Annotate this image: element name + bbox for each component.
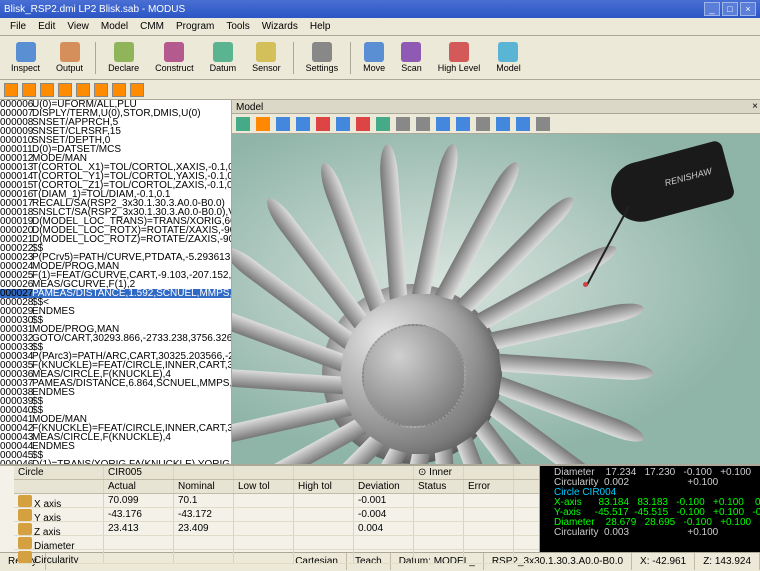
grid-row[interactable]: Y axis-43.176-43.172-0.004	[14, 508, 539, 522]
playback-button-2[interactable]	[40, 83, 54, 97]
menu-view[interactable]: View	[61, 21, 95, 32]
sensor-icon	[256, 42, 276, 62]
status-x: X: -42.961	[632, 553, 695, 570]
model-pane-close-icon[interactable]: ×	[752, 100, 758, 114]
view-button-2[interactable]	[276, 117, 290, 131]
high-level-icon	[449, 42, 469, 62]
view-button-9[interactable]	[416, 117, 430, 131]
results-grid-pane: Grid Circle CIR005 ⊙ Inner ActualNominal…	[0, 466, 540, 552]
grid-header-cell: Error	[464, 480, 514, 493]
view-button-11[interactable]	[456, 117, 470, 131]
menu-cmm[interactable]: CMM	[134, 21, 170, 32]
view-button-7[interactable]	[376, 117, 390, 131]
view-button-0[interactable]	[236, 117, 250, 131]
playback-button-1[interactable]	[22, 83, 36, 97]
output-line: Circularity 0.003 +0.100	[554, 528, 756, 538]
dmis-code-listing[interactable]: 000006U(0)=UFORM/ALL,PLU000007DISPLY/TER…	[0, 100, 231, 464]
title-bar: Blisk_RSP2.dmi LP2 Blisk.sab - MODUS _ □…	[0, 0, 760, 18]
grid-feature-name: CIR005	[104, 466, 174, 479]
status-z: Z: 143.924	[695, 553, 760, 570]
grid-row[interactable]: Diameter	[14, 536, 539, 550]
playback-button-0[interactable]	[4, 83, 18, 97]
view-button-6[interactable]	[356, 117, 370, 131]
model-pane: Model × RENISHAW	[232, 100, 760, 464]
menu-model[interactable]: Model	[95, 21, 134, 32]
toolbar-scan[interactable]: Scan	[394, 39, 429, 76]
toolbar-settings[interactable]: Settings	[299, 39, 346, 76]
grid-inner-label: ⊙ Inner	[414, 466, 464, 479]
toolbar-move[interactable]: Move	[356, 39, 392, 76]
move-icon	[364, 42, 384, 62]
datum-icon	[213, 42, 233, 62]
menu-wizards[interactable]: Wizards	[256, 21, 304, 32]
menu-help[interactable]: Help	[304, 21, 337, 32]
menu-program[interactable]: Program	[170, 21, 220, 32]
inspect-icon	[16, 42, 36, 62]
view-button-10[interactable]	[436, 117, 450, 131]
playback-button-7[interactable]	[130, 83, 144, 97]
output-pane: Output Diameter 17.234 17.230 -0.100 +0.…	[540, 466, 760, 552]
toolbar-construct[interactable]: Construct	[148, 39, 201, 76]
code-pane: 000006U(0)=UFORM/ALL,PLU000007DISPLY/TER…	[0, 100, 232, 464]
toolbar-model[interactable]: Model	[489, 39, 528, 76]
toolbar-datum[interactable]: Datum	[203, 39, 244, 76]
main-toolbar: InspectOutput DeclareConstructDatumSensor…	[0, 36, 760, 80]
toolbar-output[interactable]: Output	[49, 39, 90, 76]
grid-header-cell: High tol	[294, 480, 354, 493]
playback-button-5[interactable]	[94, 83, 108, 97]
output-icon	[60, 42, 80, 62]
grid-header-cell: Actual	[104, 480, 174, 493]
view-button-8[interactable]	[396, 117, 410, 131]
close-button[interactable]: ×	[740, 2, 756, 16]
settings-icon	[312, 42, 332, 62]
view-button-12[interactable]	[476, 117, 490, 131]
window-title: Blisk_RSP2.dmi LP2 Blisk.sab - MODUS	[4, 4, 702, 15]
view-button-5[interactable]	[336, 117, 350, 131]
view-button-1[interactable]	[256, 117, 270, 131]
view-button-14[interactable]	[516, 117, 530, 131]
blisk-model	[232, 164, 622, 464]
view-button-3[interactable]	[296, 117, 310, 131]
grid-header-row: ActualNominalLow tolHigh tolDeviationSta…	[14, 480, 539, 494]
toolbar-inspect[interactable]: Inspect	[4, 39, 47, 76]
toolbar-high-level[interactable]: High Level	[431, 39, 488, 76]
grid-header-cell	[14, 480, 104, 493]
declare-icon	[114, 42, 134, 62]
3d-viewport[interactable]: RENISHAW	[232, 134, 760, 464]
viewport-toolbar	[232, 114, 760, 134]
minimize-button[interactable]: _	[704, 2, 720, 16]
view-button-15[interactable]	[536, 117, 550, 131]
view-button-4[interactable]	[316, 117, 330, 131]
maximize-button[interactable]: □	[722, 2, 738, 16]
playback-toolbar	[0, 80, 760, 100]
grid-feature-type: Circle	[14, 466, 104, 479]
menu-file[interactable]: File	[4, 21, 32, 32]
grid-row[interactable]: Circularity	[14, 550, 539, 564]
grid-header-cell: Deviation	[354, 480, 414, 493]
grid-row[interactable]: Z axis23.41323.4090.004	[14, 522, 539, 536]
construct-icon	[164, 42, 184, 62]
model-pane-title: Model ×	[232, 100, 760, 114]
grid-header-cell: Nominal	[174, 480, 234, 493]
grid-row[interactable]: X axis70.09970.1-0.001	[14, 494, 539, 508]
grid-header-cell: Status	[414, 480, 464, 493]
menu-tools[interactable]: Tools	[220, 21, 255, 32]
toolbar-sensor[interactable]: Sensor	[245, 39, 288, 76]
playback-button-3[interactable]	[58, 83, 72, 97]
model-icon	[498, 42, 518, 62]
menu-edit[interactable]: Edit	[32, 21, 61, 32]
playback-button-6[interactable]	[112, 83, 126, 97]
playback-button-4[interactable]	[76, 83, 90, 97]
scan-icon	[401, 42, 421, 62]
view-button-13[interactable]	[496, 117, 510, 131]
toolbar-declare[interactable]: Declare	[101, 39, 146, 76]
grid-header-cell: Low tol	[234, 480, 294, 493]
probe-ruby-tip	[583, 282, 588, 287]
menu-bar: FileEditViewModelCMMProgramToolsWizardsH…	[0, 18, 760, 36]
grid-title-row: Circle CIR005 ⊙ Inner	[14, 466, 539, 480]
